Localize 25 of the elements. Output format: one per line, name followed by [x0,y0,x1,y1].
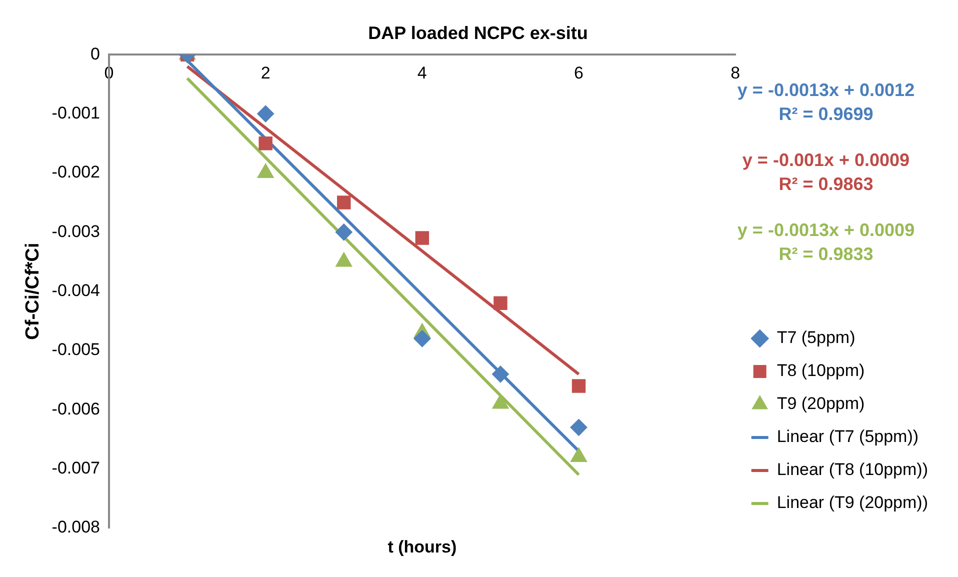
x-tick-label: 4 [417,63,427,82]
x-tick-label: 6 [574,63,584,82]
y-tick-label: -0.004 [52,280,100,300]
x-tick-label: 2 [260,63,270,82]
y-tick-label: -0.001 [52,103,100,122]
y-tick-label: -0.007 [52,458,100,478]
y-tick-label: -0.006 [52,399,100,418]
legend-label: T9 (20ppm) [776,394,865,414]
chart-title: DAP loaded NCPC ex-situ [368,22,588,43]
x-axis-title: t (hours) [388,538,457,557]
text: y = -0.001x + 0.0009 R² = 0.9863 [742,150,910,194]
y-tick-label: -0.002 [52,162,100,182]
x-tick-label: 8 [730,63,740,82]
text: y = -0.0013x + 0.0009 R² = 0.9833 [737,220,915,264]
y-tick-label: 0 [90,44,100,64]
legend-label: Linear (T8 (10ppm)) [776,460,928,480]
legend-label: T7 (5ppm) [776,328,856,348]
y-tick-label: -0.003 [52,222,100,241]
legend-label: T8 (10ppm) [776,361,865,380]
y-tick-label: -0.005 [52,340,100,360]
y-tick-label: -0.008 [52,518,100,537]
y-axis-title: Cf-Ci/Cf*Ci [22,242,44,340]
text: y = -0.0013x + 0.0012 R² = 0.9699 [737,80,915,124]
legend-label: Linear (T9 (20ppm)) [776,493,928,512]
legend-label: Linear (T7 (5ppm)) [776,427,919,446]
